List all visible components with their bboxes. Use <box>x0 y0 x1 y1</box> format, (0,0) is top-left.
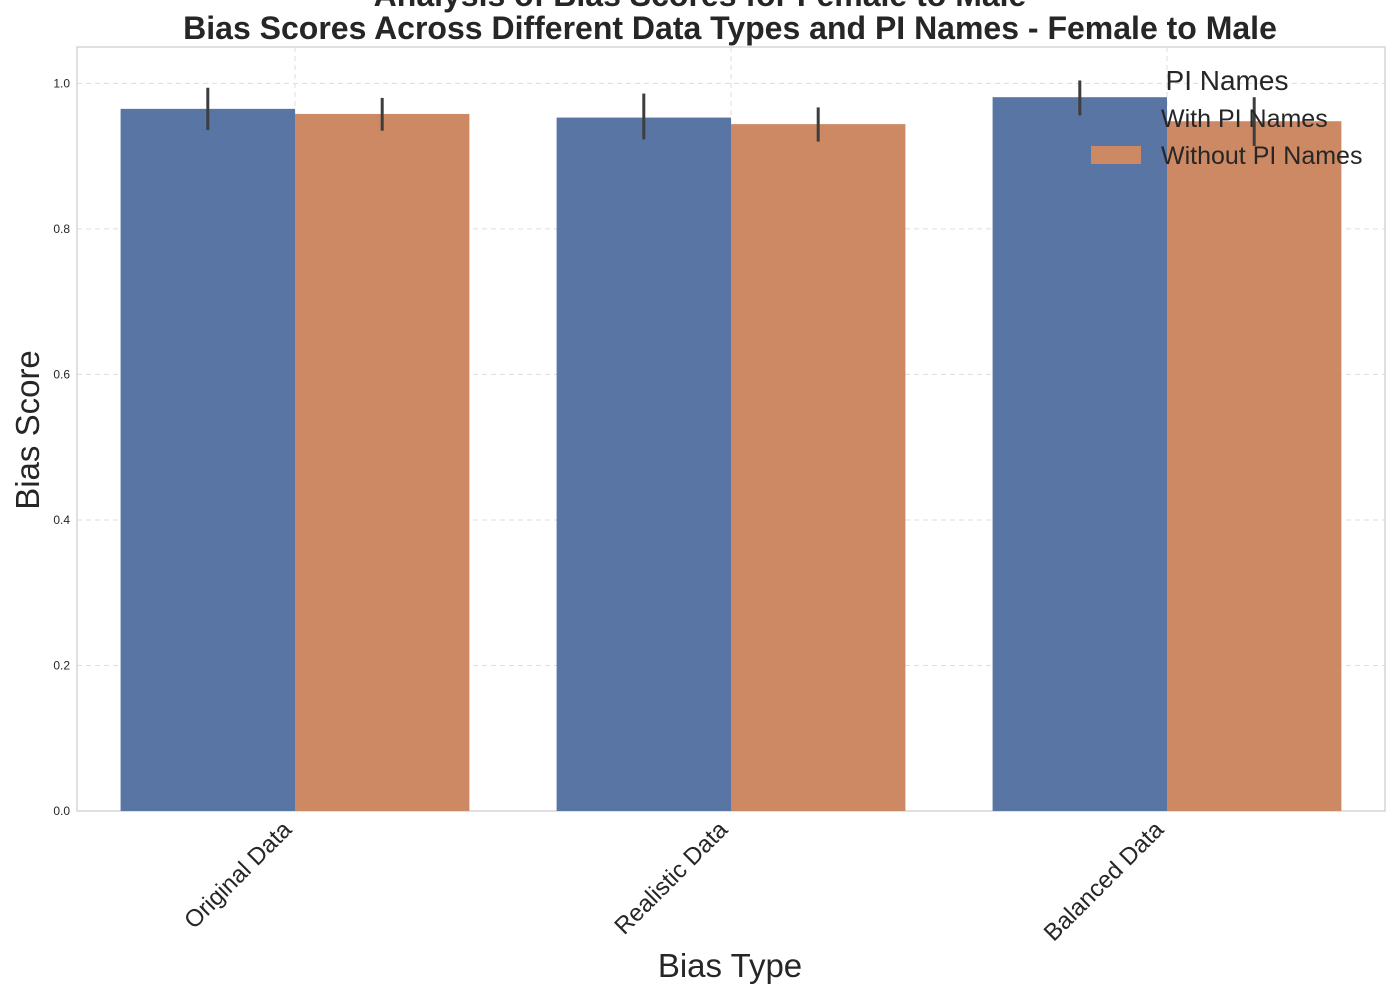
x-tick-label: Original Data <box>179 816 298 935</box>
y-tick-label: 0.4 <box>53 513 70 527</box>
legend-entry-label: Without PI Names <box>1161 142 1362 170</box>
y-tick-labels: 0.0 0.2 0.4 0.6 0.8 1.0 <box>53 76 70 818</box>
y-tick-label: 1.0 <box>53 76 70 90</box>
legend-swatch <box>1091 109 1141 127</box>
y-tick-label: 0.6 <box>53 367 70 381</box>
error-bars <box>206 80 1256 146</box>
bars <box>120 97 1342 812</box>
x-tick-labels: Original Data Realistic Data Balanced Data <box>179 816 1170 947</box>
bar <box>731 124 906 811</box>
legend-entry-label: With PI Names <box>1161 105 1328 133</box>
y-tick-label: 0.2 <box>53 658 70 672</box>
legend: PI Names With PI Names Without PI Names <box>1091 65 1362 170</box>
bar <box>295 113 470 812</box>
y-axis-label: Bias Score <box>9 350 46 510</box>
y-tick-label: 0.8 <box>53 222 70 236</box>
bar <box>556 117 731 812</box>
x-axis-label: Bias Type <box>658 947 802 984</box>
chart-title: Bias Scores Across Different Data Types … <box>183 10 1277 46</box>
bar <box>992 97 1167 812</box>
x-tick-label: Realistic Data <box>609 816 733 940</box>
bar <box>120 108 295 812</box>
legend-swatch <box>1091 146 1141 164</box>
y-tick-label: 0.0 <box>53 804 70 818</box>
legend-title: PI Names <box>1166 65 1289 96</box>
bar <box>1167 121 1342 811</box>
x-tick-label: Balanced Data <box>1039 816 1170 947</box>
chart-suptitle: Analysis of Bias Scores for Female to Ma… <box>374 0 1027 13</box>
